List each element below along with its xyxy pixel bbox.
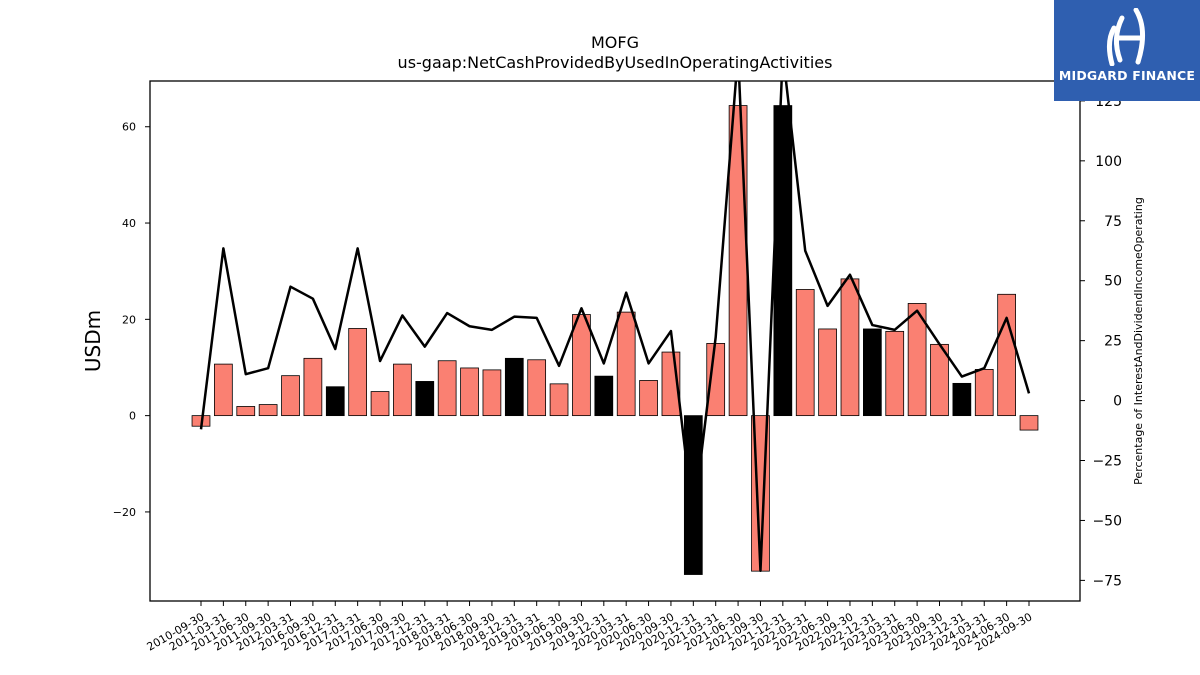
y-tick-label: 20 [122, 313, 136, 326]
bar [639, 380, 658, 417]
bar [504, 357, 524, 417]
bar [1019, 415, 1039, 431]
bar [773, 105, 793, 417]
bar [572, 314, 591, 417]
bar [437, 360, 457, 417]
bar [415, 381, 435, 417]
bar [258, 404, 278, 417]
bar [907, 303, 927, 417]
bar [728, 105, 748, 417]
bar [393, 363, 412, 417]
bar [460, 367, 479, 417]
bar [214, 363, 233, 417]
bar [840, 278, 860, 417]
bar [236, 406, 256, 417]
bar [616, 311, 636, 417]
bar [527, 359, 547, 417]
y2-tick-label: 100 [1095, 154, 1122, 170]
bar [795, 289, 815, 417]
y2-tick-label: 25 [1104, 334, 1122, 350]
ratio-line [199, 81, 1031, 573]
bar [997, 293, 1016, 417]
plot-frame [149, 80, 1081, 602]
bar [974, 369, 994, 417]
bar [370, 391, 390, 417]
y2-tick-label: 50 [1104, 274, 1122, 290]
y-tick-label: −20 [113, 506, 136, 519]
y-tick-label: 40 [122, 217, 136, 230]
y2-tick-label: −75 [1092, 573, 1122, 589]
bar [885, 330, 905, 417]
bar [281, 375, 300, 417]
bar [303, 357, 323, 417]
y2-tick-label: −50 [1092, 513, 1122, 529]
bar [863, 328, 882, 417]
chart-title: MOFG [591, 33, 639, 52]
y-tick-label: 60 [122, 121, 136, 134]
y2-tick-label: −25 [1092, 454, 1122, 470]
bar [549, 383, 569, 417]
y2-tick-label: 0 [1113, 394, 1122, 410]
bar [683, 415, 703, 575]
chart-subtitle: us-gaap:NetCashProvidedByUsedInOperating… [398, 53, 833, 72]
bar [325, 386, 345, 417]
brand-logo: MIDGARD FINANCE [1054, 0, 1200, 101]
bar [818, 328, 837, 417]
logo-mark-icon [1106, 8, 1145, 66]
bar [952, 382, 972, 417]
y2-axis-label: Percentage of InterestAndDividendIncomeO… [1132, 197, 1145, 485]
y-tick-label: 0 [129, 410, 136, 423]
bar [348, 328, 368, 417]
y2-tick-label: 75 [1104, 214, 1122, 230]
bar [594, 375, 614, 417]
y-axis-label: USDm [81, 310, 105, 372]
bar [482, 369, 502, 417]
logo-text: MIDGARD FINANCE [1058, 68, 1196, 83]
